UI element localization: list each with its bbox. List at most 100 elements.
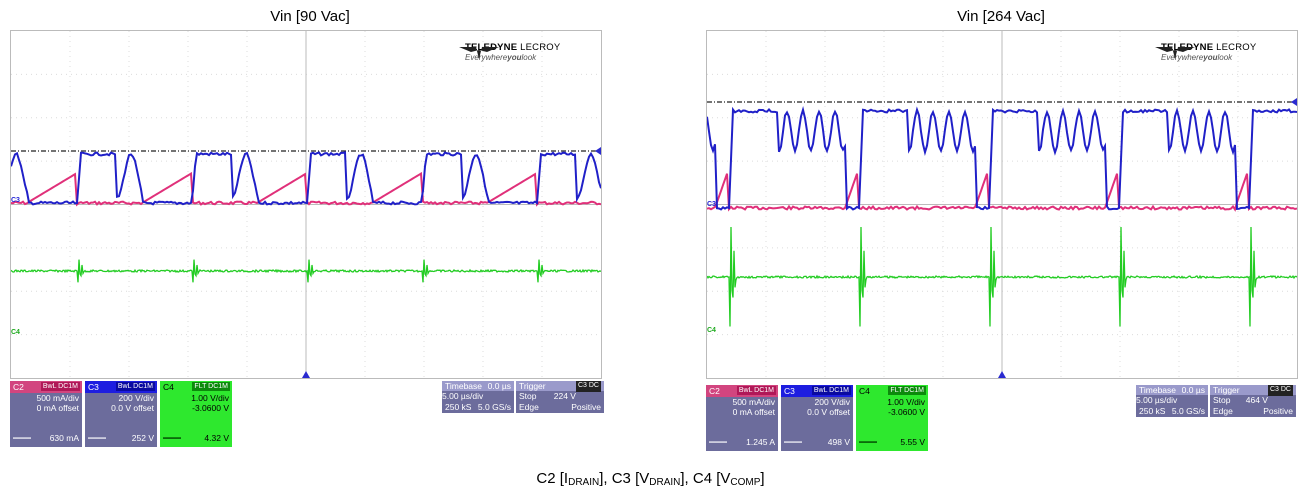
trigger-box[interactable]: Trigger C3 DC Stop 224 V Edge Positive bbox=[516, 381, 604, 413]
channel-measurement: 252 V bbox=[131, 433, 154, 443]
coupling-chip: BwL DC1M bbox=[736, 386, 776, 395]
timebase-box[interactable]: Timebase 0.0 µs 5.00 µs/div 250 kS 5.0 GS/… bbox=[1136, 385, 1208, 417]
channel-c3-box[interactable]: C3 BwL DC1M 200 V/div 0.0 V offset ▬▬▬ 25… bbox=[85, 381, 157, 447]
logo-brand-thin: LECROY bbox=[520, 42, 561, 53]
vertical-scale: 200 V/div bbox=[118, 393, 154, 403]
comp-voltage-trace bbox=[11, 259, 601, 283]
channel-label: C3 bbox=[88, 382, 99, 392]
channel-label: C2 bbox=[709, 386, 720, 396]
sample-rate: 5.0 GS/s bbox=[1171, 405, 1205, 416]
sample-rate: 5.0 GS/s bbox=[477, 401, 511, 412]
channel-info-bar: C2 BwL DC1M 500 mA/div 0 mA offset ▬▬▬ 1.… bbox=[706, 385, 1300, 451]
trace-thumbnail-icon: ▬▬▬ bbox=[88, 435, 106, 441]
channel-measurement: 4.32 V bbox=[204, 433, 229, 443]
trigger-type: Edge bbox=[1213, 405, 1233, 416]
vertical-scale: 200 V/div bbox=[814, 397, 850, 407]
comp-voltage-trace bbox=[707, 226, 1297, 327]
channel-marker-c4[interactable]: C4 bbox=[11, 329, 20, 336]
caption-part: ], C4 [V bbox=[680, 470, 731, 487]
sample-count: 250 kS bbox=[445, 401, 472, 412]
logo-tagline-end: look bbox=[521, 53, 537, 62]
channel-measurement: 1.245 A bbox=[746, 437, 775, 447]
oscilloscope-screen: TELEDYNE LECROY Everywhereyoulook C3 C4 bbox=[706, 30, 1298, 379]
drain-voltage-trace bbox=[11, 151, 601, 206]
drain-voltage-trace bbox=[707, 105, 1297, 211]
vertical-offset: 0.0 V offset bbox=[807, 407, 850, 417]
trigger-position-marker bbox=[998, 371, 1006, 378]
channel-measurement: 498 V bbox=[827, 437, 850, 447]
trigger-type: Edge bbox=[519, 401, 539, 412]
vertical-scale: 1.00 V/div bbox=[887, 397, 925, 407]
channel-c2-box[interactable]: C2 BwL DC1M 500 mA/div 0 mA offset ▬▬▬ 1.… bbox=[706, 385, 778, 451]
trace-thumbnail-icon: ▬▬▬ bbox=[13, 435, 31, 441]
channel-c2-box[interactable]: C2 BwL DC1M 500 mA/div 0 mA offset ▬▬▬ 63… bbox=[10, 381, 82, 447]
trigger-slope: Positive bbox=[1263, 405, 1293, 416]
caption-subscript: COMP bbox=[730, 477, 761, 488]
coupling-chip: BwL DC1M bbox=[811, 386, 851, 395]
timebase-div: 5.00 µs/div bbox=[442, 391, 484, 401]
trigger-label: Trigger bbox=[1213, 385, 1240, 395]
logo-tagline-end: look bbox=[1217, 53, 1233, 62]
timebase-label: Timebase bbox=[445, 381, 483, 391]
current-trace bbox=[707, 173, 1297, 212]
trigger-level: 224 V bbox=[553, 391, 576, 401]
vertical-offset: 0 mA offset bbox=[732, 407, 775, 417]
caption-part: ], C3 [V bbox=[599, 470, 650, 487]
logo-tagline: Everywhere bbox=[1161, 53, 1204, 62]
channel-marker-c3[interactable]: C3 bbox=[707, 201, 716, 208]
trigger-slope: Positive bbox=[571, 401, 601, 412]
trigger-mode: Stop bbox=[519, 391, 537, 401]
channel-label: C4 bbox=[163, 382, 174, 392]
timebase-label: Timebase bbox=[1139, 385, 1177, 395]
panel-title: Vin [90 Vac] bbox=[270, 8, 350, 25]
filter-chip: FLT DC1M bbox=[192, 382, 230, 391]
caption-part: ] bbox=[760, 470, 765, 487]
teledyne-lecroy-logo: TELEDYNE LECROY Everywhereyoulook bbox=[1155, 43, 1256, 62]
logo-brand-thin: LECROY bbox=[1216, 42, 1257, 53]
panel-title: Vin [264 Vac] bbox=[957, 8, 1045, 25]
timebase-div: 5.00 µs/div bbox=[1136, 395, 1178, 405]
channel-c4-box[interactable]: C4 FLT DC1M 1.00 V/div -3.0600 V ▬▬▬ 4.32… bbox=[160, 381, 232, 447]
vertical-offset: -3.0600 V bbox=[192, 403, 229, 413]
channel-marker-c3[interactable]: C3 bbox=[11, 197, 20, 204]
timebase-offset: 0.0 µs bbox=[487, 381, 511, 391]
trigger-position-marker bbox=[302, 371, 310, 378]
trigger-box[interactable]: Trigger C3 DC Stop 464 V Edge Positive bbox=[1210, 385, 1296, 417]
trace-thumbnail-icon: ▬▬▬ bbox=[163, 435, 181, 441]
current-trace bbox=[11, 171, 601, 207]
trigger-label: Trigger bbox=[519, 381, 546, 391]
vertical-scale: 500 mA/div bbox=[36, 393, 79, 403]
figure-caption: C2 [IDRAIN], C3 [VDRAIN], C4 [VCOMP] bbox=[0, 470, 1301, 488]
caption-part: C2 [I bbox=[536, 470, 569, 487]
logo-tagline: Everywhere bbox=[465, 53, 508, 62]
timebase-offset: 0.0 µs bbox=[1181, 385, 1205, 395]
channel-c4-box[interactable]: C4 FLT DC1M 1.00 V/div -3.0600 V ▬▬▬ 5.55… bbox=[856, 385, 928, 451]
waveform-display bbox=[707, 31, 1297, 378]
trace-thumbnail-icon: ▬▬▬ bbox=[784, 439, 802, 445]
channel-info-bar: C2 BwL DC1M 500 mA/div 0 mA offset ▬▬▬ 63… bbox=[10, 381, 610, 447]
vertical-offset: -3.0600 V bbox=[888, 407, 925, 417]
channel-marker-c4[interactable]: C4 bbox=[707, 327, 716, 334]
channel-label: C2 bbox=[13, 382, 24, 392]
sample-count: 250 kS bbox=[1139, 405, 1166, 416]
vertical-offset: 0.0 V offset bbox=[111, 403, 154, 413]
trigger-level-marker bbox=[595, 147, 601, 155]
trigger-source-chip: C3 DC bbox=[575, 381, 601, 392]
channel-c3-box[interactable]: C3 BwL DC1M 200 V/div 0.0 V offset ▬▬▬ 49… bbox=[781, 385, 853, 451]
channel-measurement: 5.55 V bbox=[900, 437, 925, 447]
coupling-chip: BwL DC1M bbox=[115, 382, 155, 391]
caption-subscript: DRAIN bbox=[568, 477, 600, 488]
vertical-scale: 1.00 V/div bbox=[191, 393, 229, 403]
channel-label: C3 bbox=[784, 386, 795, 396]
trigger-mode: Stop bbox=[1213, 395, 1231, 405]
logo-tagline-bold: you bbox=[507, 53, 522, 62]
trigger-level-marker bbox=[1291, 98, 1297, 106]
vertical-offset: 0 mA offset bbox=[36, 403, 79, 413]
coupling-chip: BwL DC1M bbox=[40, 382, 80, 391]
caption-subscript: DRAIN bbox=[649, 477, 681, 488]
filter-chip: FLT DC1M bbox=[888, 386, 926, 395]
vertical-scale: 500 mA/div bbox=[732, 397, 775, 407]
trigger-level: 464 V bbox=[1245, 395, 1268, 405]
timebase-box[interactable]: Timebase 0.0 µs 5.00 µs/div 250 kS 5.0 GS/… bbox=[442, 381, 514, 413]
trace-thumbnail-icon: ▬▬▬ bbox=[859, 439, 877, 445]
